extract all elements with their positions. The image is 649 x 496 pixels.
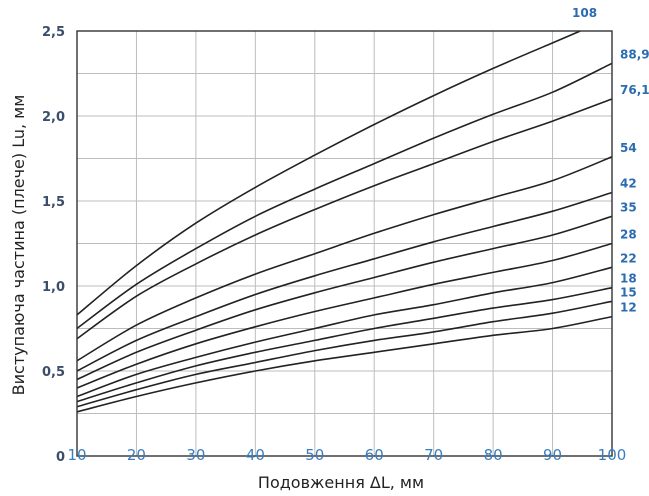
series-line: [76, 315, 613, 413]
series-label: 22: [620, 251, 637, 265]
series-label: 76,1: [620, 83, 649, 97]
series-label: 15: [620, 285, 637, 299]
series-line: [76, 156, 613, 362]
x-tick-label: 10: [67, 446, 86, 464]
y-tick-label: 1,0: [42, 280, 65, 295]
x-tick-label: 30: [186, 446, 205, 464]
series-line: [76, 286, 613, 403]
series-line: [76, 300, 613, 408]
series-label: 28: [620, 228, 637, 242]
series-label: 108: [572, 6, 597, 20]
x-axis-ticks: 10 20 30 40 50 60 70 80 90 100: [67, 446, 626, 464]
x-tick-label: 50: [305, 446, 324, 464]
x-tick-label: 100: [598, 446, 627, 464]
plot-frame: [76, 30, 613, 457]
series-line: [76, 191, 613, 372]
series-line: [76, 215, 613, 381]
series-label: 42: [620, 177, 637, 191]
x-tick-label: 80: [484, 446, 503, 464]
y-tick-label: 1,5: [42, 195, 65, 210]
y-axis-ticks: 0 0,5 1,0 1,5 2,0 2,5: [42, 25, 65, 465]
x-axis-label: Подовження ΔL, мм: [258, 473, 424, 492]
x-tick-label: 70: [424, 446, 443, 464]
series-line: [76, 30, 581, 316]
series-line: [76, 266, 613, 398]
series-label: 35: [620, 200, 637, 214]
y-tick-label: 2,0: [42, 110, 65, 125]
x-tick-label: 40: [246, 446, 265, 464]
series-label: 18: [620, 272, 637, 286]
series-label: 54: [620, 141, 637, 155]
series-line: [76, 98, 613, 340]
x-tick-label: 20: [127, 446, 146, 464]
series-label: 12: [620, 301, 637, 315]
y-tick-label: 0: [56, 450, 65, 465]
series-label: 88,9: [620, 47, 649, 61]
x-tick-label: 60: [365, 446, 384, 464]
series-line: [76, 242, 613, 389]
y-tick-label: 0,5: [42, 365, 65, 380]
series-line: [76, 62, 613, 330]
y-tick-label: 2,5: [42, 25, 65, 40]
x-tick-label: 90: [543, 446, 562, 464]
y-axis-label: Виступаюча частина (плече) Lu, мм: [9, 95, 28, 396]
curves: [76, 30, 613, 413]
